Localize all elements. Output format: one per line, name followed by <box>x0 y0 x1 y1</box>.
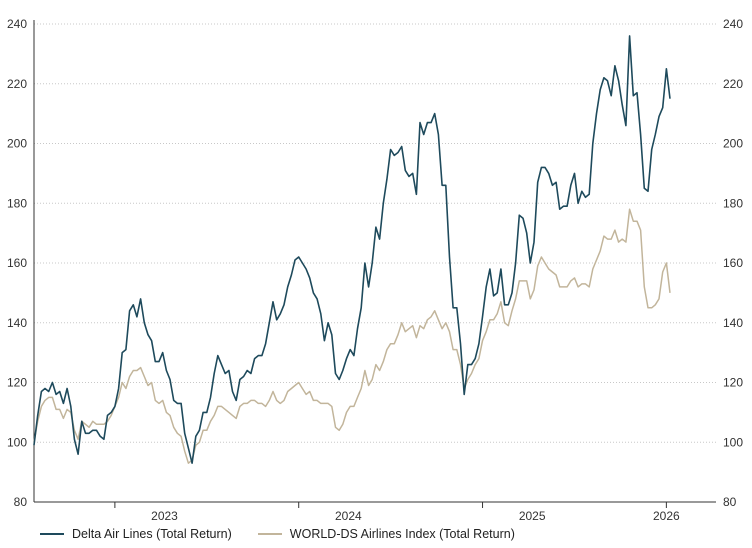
x-tick-label: 2025 <box>519 509 546 523</box>
y-tick-label-left: 200 <box>7 137 27 151</box>
y-tick-label-right: 120 <box>723 376 743 390</box>
y-tick-label-right: 100 <box>723 435 743 449</box>
y-tick-label-right: 200 <box>723 137 743 151</box>
series-line-world-airlines <box>33 208 671 464</box>
x-tick-label: 2023 <box>151 509 178 523</box>
y-tick-label-left: 120 <box>7 376 27 390</box>
series-lines <box>33 35 671 464</box>
legend-item-world-airlines: WORLD-DS Airlines Index (Total Return) <box>257 527 515 541</box>
y-tick-label-right: 180 <box>723 196 743 210</box>
y-tick-label-right: 80 <box>723 495 737 509</box>
y-tick-label-left: 240 <box>7 17 27 31</box>
y-tick-label-left: 180 <box>7 196 27 210</box>
series-line-delta <box>33 35 671 464</box>
y-tick-label-left: 100 <box>7 435 27 449</box>
x-axis-ticks: 2023 2024 2025 2026 <box>114 502 680 523</box>
y-axis-right-ticks: 80 100 120 140 160 180 200 220 240 <box>723 17 743 509</box>
legend-swatch-world-airlines <box>257 533 282 535</box>
y-tick-label-left: 220 <box>7 77 27 91</box>
legend-swatch-delta <box>40 533 64 535</box>
y-tick-label-left: 80 <box>14 495 28 509</box>
y-tick-label-right: 220 <box>723 77 743 91</box>
y-tick-label-left: 140 <box>7 316 27 330</box>
x-tick-label: 2026 <box>653 509 680 523</box>
legend-label-world-airlines: WORLD-DS Airlines Index (Total Return) <box>289 527 515 541</box>
legend: Delta Air Lines (Total Return) WORLD-DS … <box>40 527 541 541</box>
y-tick-label-right: 160 <box>723 256 743 270</box>
legend-item-delta: Delta Air Lines (Total Return) <box>40 527 232 541</box>
x-tick-label: 2024 <box>335 509 362 523</box>
y-axis-left-ticks: 80 100 120 140 160 180 200 220 240 <box>7 17 27 509</box>
y-tick-label-right: 140 <box>723 316 743 330</box>
legend-label-delta: Delta Air Lines (Total Return) <box>72 527 232 541</box>
y-tick-label-right: 240 <box>723 17 743 31</box>
y-tick-label-left: 160 <box>7 256 27 270</box>
axes <box>33 20 716 503</box>
